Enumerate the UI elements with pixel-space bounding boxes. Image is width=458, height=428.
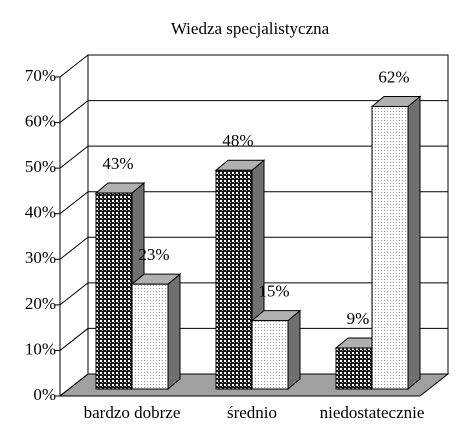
bar [131,283,169,390]
y-tick-label: 20% [25,294,56,313]
y-tick-label: 60% [25,111,56,130]
grid-line [59,236,448,260]
x-tick-label: średnio [227,403,277,422]
grid-line [59,327,448,351]
grid-line [59,54,448,78]
chart-title: Wiedza specjalistyczna [171,19,330,38]
value-label: 62% [378,67,409,86]
bar-side [407,95,421,391]
y-tick-label: 40% [25,203,56,222]
y-tick-label: 30% [25,248,56,267]
bar [95,192,133,390]
value-label: 15% [258,282,289,301]
bar [251,320,289,390]
y-tick-label: 0% [33,385,56,404]
bar [335,347,373,390]
grid-line [59,100,448,123]
value-label: 9% [347,309,370,328]
grid-line [59,373,448,397]
value-label: 23% [138,245,169,264]
y-tick-label: 50% [25,157,56,176]
bar [371,105,409,390]
value-label: 48% [222,131,253,150]
x-tick-label: niedostatecznie [320,403,425,422]
bar-side [287,309,301,391]
bar-side [167,273,181,391]
bar [215,169,253,390]
value-label: 43% [102,154,133,173]
grid-line [59,145,448,169]
x-tick-label: bardzo dobrze [84,403,181,422]
y-tick-label: 10% [25,339,56,358]
y-tick-label: 70% [25,66,56,85]
grid-line [59,282,448,306]
grid-line [59,191,448,215]
